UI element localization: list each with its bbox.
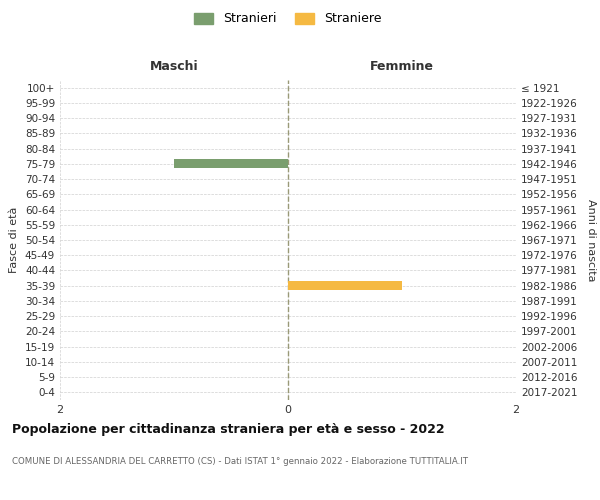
Text: COMUNE DI ALESSANDRIA DEL CARRETTO (CS) - Dati ISTAT 1° gennaio 2022 - Elaborazi: COMUNE DI ALESSANDRIA DEL CARRETTO (CS) … <box>12 458 468 466</box>
Text: Femmine: Femmine <box>370 60 434 72</box>
Text: Maschi: Maschi <box>149 60 199 72</box>
Legend: Stranieri, Straniere: Stranieri, Straniere <box>191 8 385 29</box>
Text: Popolazione per cittadinanza straniera per età e sesso - 2022: Popolazione per cittadinanza straniera p… <box>12 422 445 436</box>
Bar <box>174 159 288 168</box>
Y-axis label: Fasce di età: Fasce di età <box>10 207 19 273</box>
Y-axis label: Anni di nascita: Anni di nascita <box>586 198 596 281</box>
Bar <box>288 281 402 290</box>
